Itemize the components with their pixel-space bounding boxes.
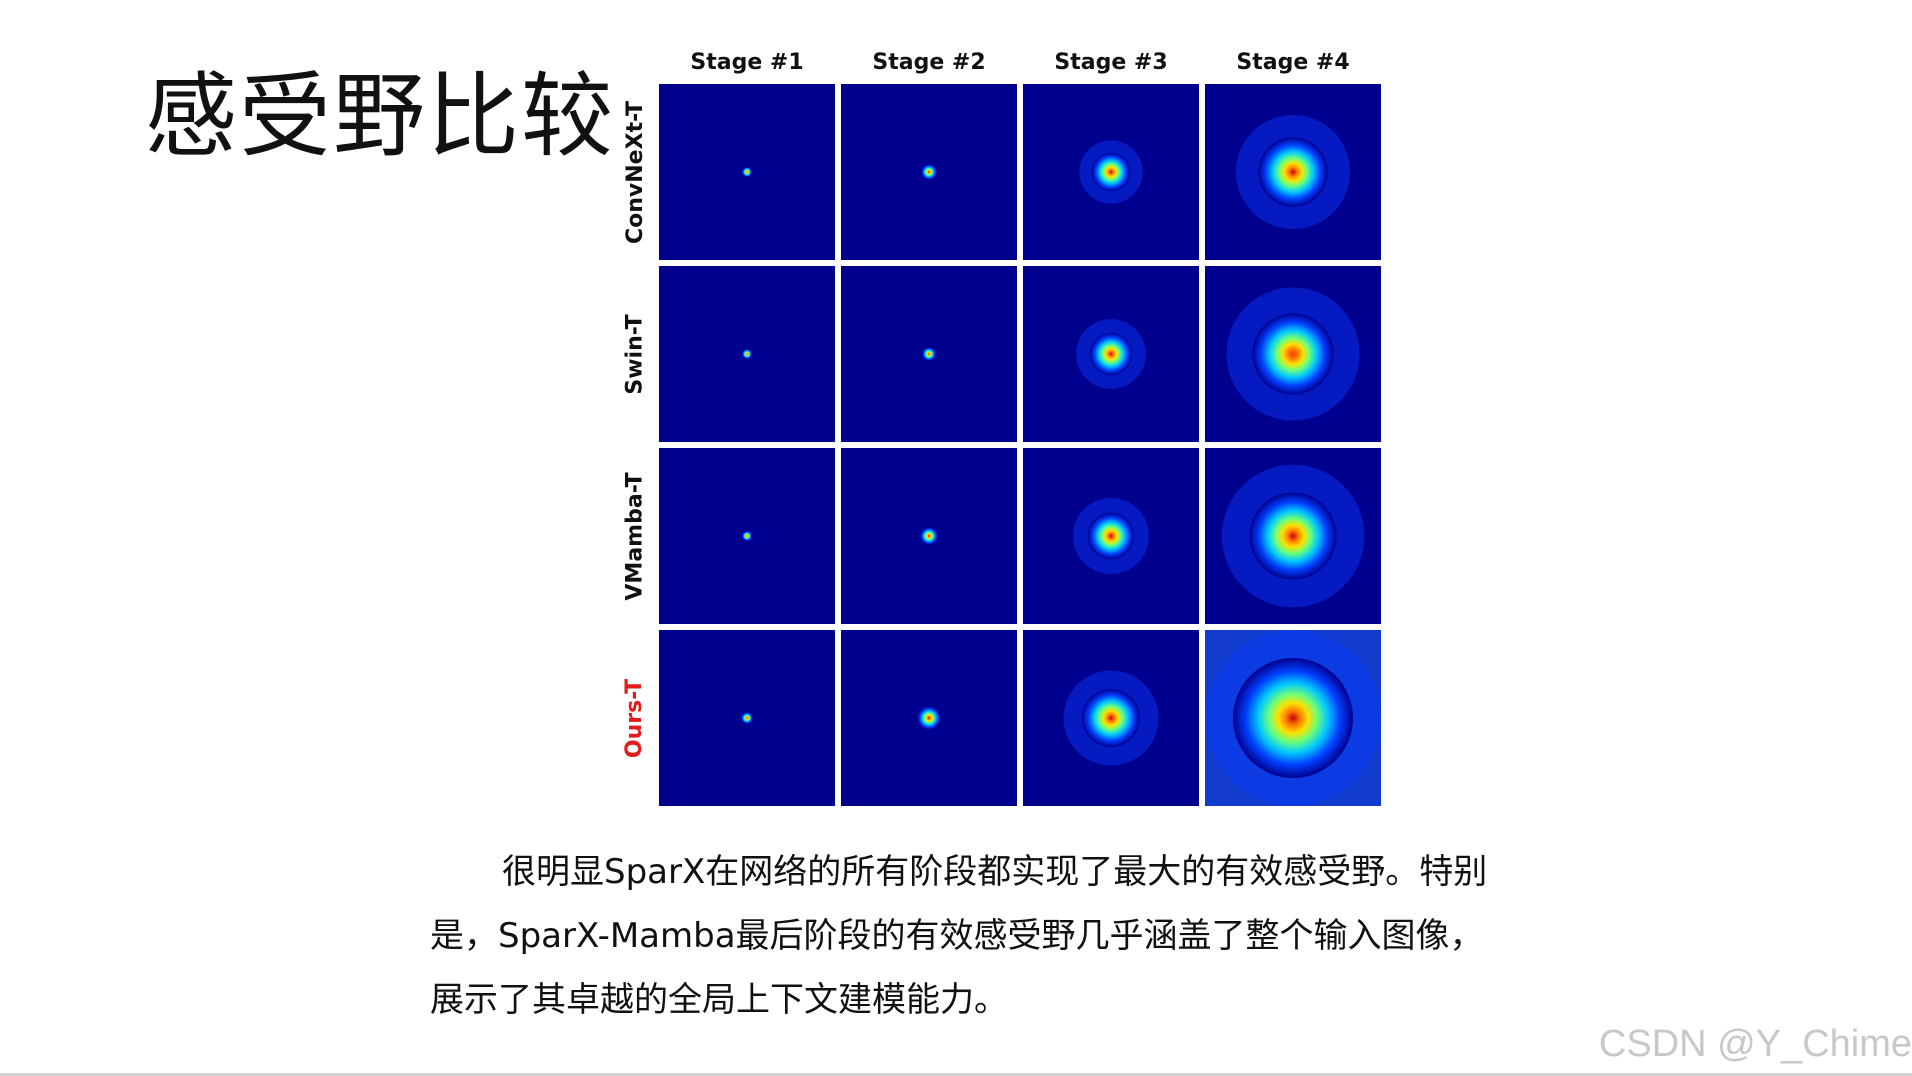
heatmap-tile [659, 448, 835, 624]
heatmap-tile [1205, 84, 1381, 260]
stage-label-2: Stage #2 [872, 50, 986, 75]
heatmap-hotspot [1258, 137, 1328, 207]
heatmap-tile [841, 630, 1017, 806]
heatmap-hotspot [920, 527, 938, 545]
heatmap-tile [1023, 266, 1199, 442]
heatmap-tile [1205, 630, 1381, 806]
heatmap-hotspot [1089, 332, 1133, 376]
heatmap-tile [659, 630, 835, 806]
heatmap-tile [659, 266, 835, 442]
heatmap-hotspot [742, 349, 752, 359]
caption-line-2: 是，SparX-Mamba最后阶段的有效感受野几乎涵盖了整个输入图像， [430, 916, 1484, 956]
heatmap-tile [841, 266, 1017, 442]
heatmap-tile [841, 448, 1017, 624]
row-label-swin: Swin-T [622, 313, 648, 395]
heatmap-hotspot [922, 347, 936, 361]
heatmap-tile [1023, 630, 1199, 806]
heatmap-tile [1023, 84, 1199, 260]
heatmap-hotspot [921, 164, 937, 180]
heatmap-tile [1205, 266, 1381, 442]
watermark: CSDN @Y_Chime [1598, 1023, 1912, 1065]
stage-label-1: Stage #1 [690, 50, 804, 75]
caption-line-1: 很明显SparX在网络的所有阶段都实现了最大的有效感受野。特别 [502, 852, 1488, 892]
heatmap-hotspot [1232, 657, 1354, 779]
stage-label-3: Stage #3 [1054, 50, 1168, 75]
heatmap-hotspot [742, 531, 752, 541]
receptive-field-figure: Stage #1 Stage #2 Stage #3 Stage #4 Conv… [615, 40, 1390, 820]
heatmap-hotspot [917, 706, 941, 730]
heatmap-hotspot [1252, 313, 1334, 395]
heatmap-tile [841, 84, 1017, 260]
heatmap-hotspot [1087, 512, 1135, 560]
heatmap-hotspot [1249, 492, 1337, 580]
row-label-vmamba: VMamba-T [622, 471, 648, 601]
heatmap-tile [1023, 448, 1199, 624]
caption-line-3: 展示了其卓越的全局上下文建模能力。 [430, 980, 1008, 1020]
caption-text: 很明显SparX在网络的所有阶段都实现了最大的有效感受野。特别 是，SparX-… [430, 840, 1530, 1032]
heatmap-tile [1205, 448, 1381, 624]
slide-title: 感受野比较 [145, 63, 616, 170]
heatmap-hotspot [741, 712, 753, 724]
bottom-divider [0, 1073, 1912, 1076]
row-label-convnext: ConvNeXt-T [622, 100, 648, 244]
heatmap-hotspot [742, 167, 752, 177]
row-label-ours: Ours-T [622, 678, 648, 758]
stage-label-4: Stage #4 [1236, 50, 1350, 75]
heatmap-hotspot [1091, 152, 1131, 192]
heatmap-hotspot [1081, 688, 1141, 748]
heatmap-tile [659, 84, 835, 260]
